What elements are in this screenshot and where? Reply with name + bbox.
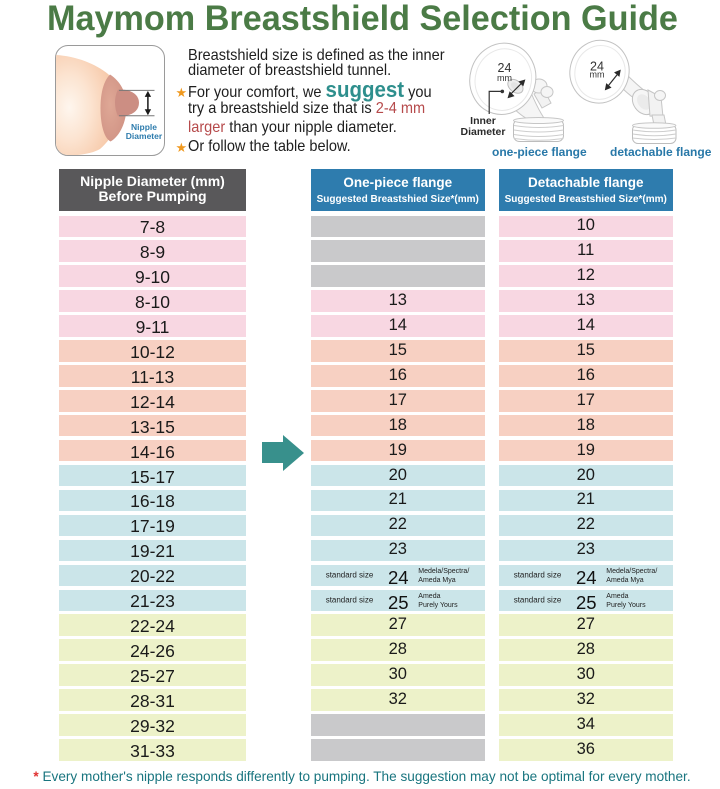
svg-text:mm: mm xyxy=(497,73,512,83)
svg-text:24: 24 xyxy=(590,60,604,74)
svg-text:mm: mm xyxy=(590,70,605,80)
svg-text:24: 24 xyxy=(498,61,512,75)
